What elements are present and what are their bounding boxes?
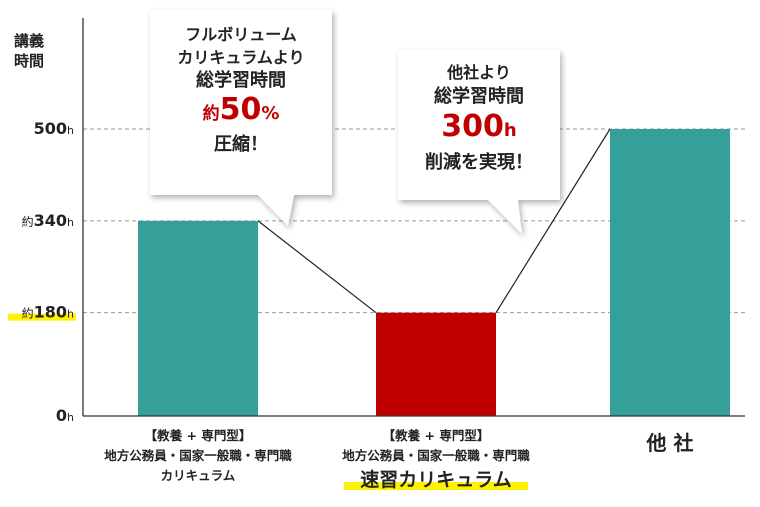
connector-lines <box>257 128 611 314</box>
y-tick-label-500: 500h <box>34 119 74 138</box>
tick-unit: h <box>67 216 74 229</box>
accent-unit: h <box>504 120 517 141</box>
callout-tail-text: 削減を実現！ <box>425 151 533 173</box>
bars <box>138 129 730 416</box>
tick-number: 340 <box>34 211 67 230</box>
callout-tail <box>488 200 522 234</box>
category-label-line: 地方公務員・国家一般職・専門職 <box>342 448 530 463</box>
connector-1 <box>257 220 377 314</box>
y-axis-title-line: 講義 <box>14 32 44 50</box>
callout-box <box>398 50 560 200</box>
axes <box>82 18 745 417</box>
callout-1 <box>150 10 332 226</box>
category-highlight-label: 速習カリキュラム <box>360 468 511 491</box>
category-label-3: 他 社 <box>646 431 694 455</box>
bar-1 <box>138 220 258 416</box>
callout-accent: 300h <box>441 109 516 144</box>
tick-highlight-180 <box>8 313 76 321</box>
y-tick-label-180: 約180h <box>22 303 74 322</box>
tick-prefix: 約 <box>22 306 34 321</box>
bar-3 <box>610 129 730 416</box>
category-label-line: 地方公務員・国家一般職・専門職 <box>104 448 292 463</box>
callout-text-line: 他社より <box>446 63 511 82</box>
callout-text-line: カリキュラムより <box>177 48 304 67</box>
category-highlight-bar <box>344 482 528 490</box>
callout-text-line: フルボリューム <box>185 25 297 44</box>
y-tick-label-340: 約340h <box>22 211 74 230</box>
tick-number: 0 <box>56 406 67 425</box>
callout-accent: 約50% <box>203 92 280 127</box>
tick-unit: h <box>67 308 74 321</box>
callout-text-line: 総学習時間 <box>434 85 524 107</box>
y-axis-title-line: 時間 <box>14 52 44 70</box>
accent-unit: % <box>261 103 279 124</box>
y-tick-label-0: 0h <box>56 406 74 425</box>
tick-number: 180 <box>34 303 67 322</box>
accent-value: 50 <box>220 92 262 127</box>
tick-prefix: 約 <box>22 214 34 229</box>
tick-unit: h <box>67 124 74 137</box>
callout-box <box>150 10 332 195</box>
bar-2 <box>376 312 496 416</box>
accent-value: 300 <box>441 109 504 144</box>
connector-2 <box>495 128 611 313</box>
callout-text-line: 総学習時間 <box>196 69 286 91</box>
callout-tail <box>258 195 294 226</box>
callout-2 <box>398 50 560 234</box>
category-label-line: 【教養 + 専門型】 <box>383 428 490 443</box>
category-label-line: カリキュラム <box>161 468 236 483</box>
accent-prefix: 約 <box>203 103 220 124</box>
tick-unit: h <box>67 411 74 424</box>
category-label-line: 【教養 + 専門型】 <box>145 428 252 443</box>
tick-number: 500 <box>34 119 67 138</box>
callouts: フルボリュームカリキュラムより総学習時間約50%圧縮！他社より総学習時間300h… <box>150 10 560 234</box>
callout-tail-text: 圧縮！ <box>214 133 268 155</box>
